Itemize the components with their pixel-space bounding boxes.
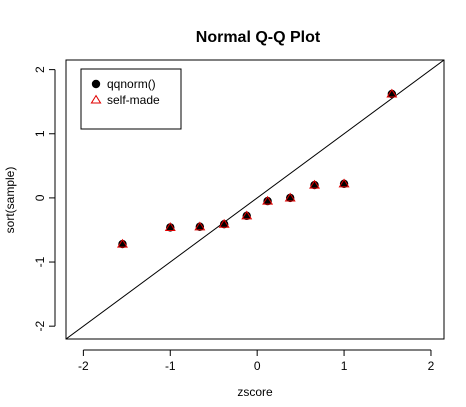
legend-box bbox=[80, 68, 182, 130]
y-tick-label: 2 bbox=[33, 66, 47, 73]
legend-marker-qqnorm bbox=[91, 79, 101, 89]
point-self-made bbox=[218, 218, 230, 228]
point-self-made bbox=[116, 238, 128, 248]
plot-frame bbox=[65, 59, 445, 340]
x-axis-label: zscore bbox=[237, 385, 273, 399]
x-tick-label: 0 bbox=[254, 359, 261, 373]
point-qqnorm bbox=[310, 180, 319, 190]
point-qqnorm bbox=[339, 179, 349, 188]
point-qqnorm bbox=[219, 219, 229, 229]
y-tick-label: 0 bbox=[33, 194, 47, 201]
x-tick-label: 2 bbox=[428, 359, 435, 373]
legend-label: self-made bbox=[107, 93, 160, 107]
y-tick-label: -1 bbox=[33, 256, 47, 267]
point-self-made bbox=[386, 88, 398, 98]
chart-title: Normal Q-Q Plot bbox=[196, 29, 321, 46]
x-tick-label: 1 bbox=[341, 359, 348, 373]
point-qqnorm bbox=[242, 211, 251, 221]
point-qqnorm bbox=[285, 193, 295, 203]
point-self-made bbox=[338, 178, 350, 188]
point-self-made bbox=[241, 210, 253, 220]
point-qqnorm bbox=[195, 222, 205, 231]
point-self-made bbox=[164, 222, 176, 231]
y-axis: -2 -1 0 1 2 bbox=[33, 66, 56, 332]
point-self-made bbox=[284, 192, 296, 202]
point-qqnorm bbox=[166, 223, 175, 232]
point-qqnorm bbox=[263, 196, 272, 206]
legend-marker-self-made bbox=[90, 94, 102, 104]
y-tick-label: 1 bbox=[33, 130, 47, 137]
point-qqnorm bbox=[118, 239, 127, 249]
point-self-made bbox=[194, 221, 206, 231]
legend-label: qqnorm() bbox=[107, 77, 156, 91]
x-axis: -2 -1 0 1 2 bbox=[78, 349, 435, 373]
x-tick-label: -1 bbox=[165, 359, 176, 373]
y-tick-label: -2 bbox=[33, 321, 47, 332]
legend: qqnorm() self-made bbox=[80, 68, 182, 130]
point-self-made bbox=[262, 195, 274, 205]
y-axis-label: sort(sample) bbox=[3, 167, 17, 234]
point-qqnorm bbox=[387, 89, 397, 99]
x-tick-label: -2 bbox=[78, 359, 89, 373]
point-self-made bbox=[309, 179, 321, 189]
